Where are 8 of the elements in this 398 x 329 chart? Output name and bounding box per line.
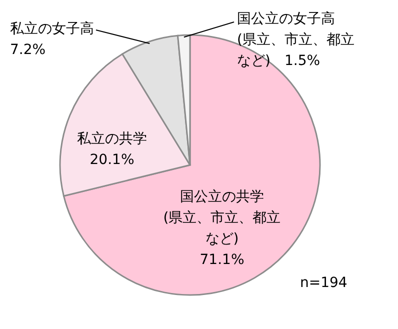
- slice-label: 私立の共学: [77, 131, 147, 147]
- data-label: 71.1%: [200, 252, 244, 268]
- slice-label: 国公立の女子高(県立、市立、都立など) 1.5%: [237, 11, 354, 69]
- data-label: 20.1%: [90, 152, 134, 168]
- slice-label: 私立の女子高: [10, 21, 94, 37]
- data-label: 7.2%: [10, 42, 46, 58]
- slice-label: 国公立の共学(県立、市立、都立など): [163, 189, 281, 247]
- text: n=194: [300, 275, 348, 291]
